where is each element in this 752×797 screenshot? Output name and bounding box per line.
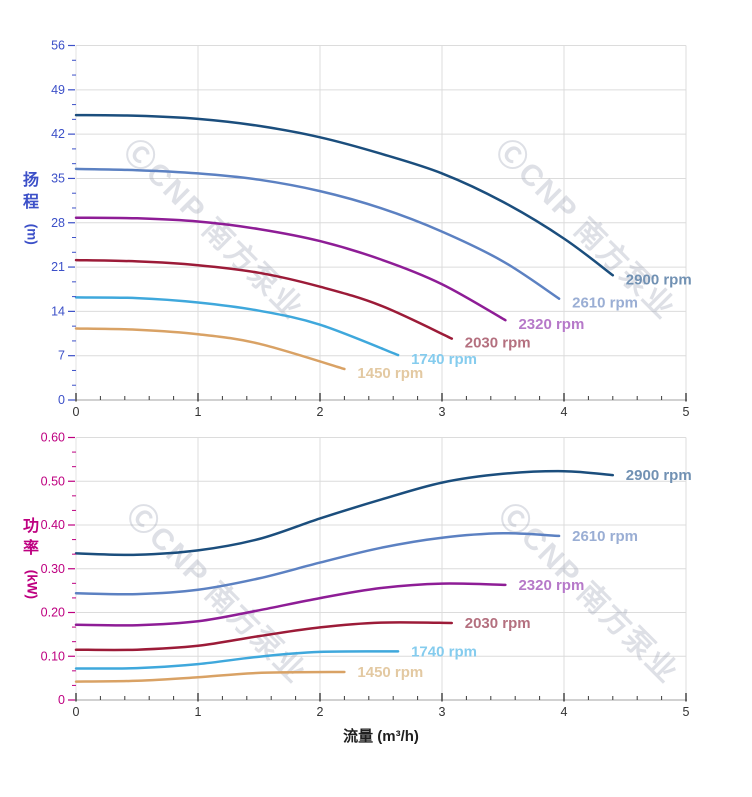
y-tick-label: 21 (51, 260, 65, 274)
x-tick-label: 5 (683, 405, 690, 419)
curve-1450rpm (74, 670, 346, 683)
y-tick-label: 0 (58, 393, 65, 407)
curve-1450rpm (74, 327, 346, 371)
x-tick-label: 4 (561, 705, 568, 719)
curve-2030rpm (74, 621, 454, 652)
y-tick-label: 0.10 (41, 649, 65, 663)
curve-2610rpm (74, 532, 561, 596)
y-tick-label: 49 (51, 83, 65, 97)
x-tick-label: 2 (317, 705, 324, 719)
y-tick-label: 7 (58, 349, 65, 363)
y-axis-unit: (m) (24, 224, 39, 245)
curve-label-2610rpm: 2610 rpm (572, 528, 638, 545)
x-tick-label: 2 (317, 405, 324, 419)
y-axis-title-char: 率 (23, 538, 39, 557)
y-axis-title-char: 功 (23, 517, 39, 535)
curve-label-2030rpm: 2030 rpm (465, 615, 531, 632)
y-axis-unit: (kW) (24, 570, 39, 599)
curve-2900rpm (74, 113, 615, 277)
x-tick-label: 4 (561, 405, 568, 419)
y-tick-label: 56 (51, 39, 65, 53)
curve-label-2900rpm: 2900 rpm (626, 271, 692, 288)
curve-label-1740rpm: 1740 rpm (411, 643, 477, 660)
curve-label-2030rpm: 2030 rpm (465, 335, 531, 352)
x-tick-label: 1 (195, 705, 202, 719)
curve-2900rpm (74, 469, 615, 557)
y-tick-label: 0.40 (41, 518, 65, 532)
curve-label-1740rpm: 1740 rpm (411, 351, 477, 368)
curve-2320rpm (74, 216, 507, 322)
y-tick-label: 42 (51, 127, 65, 141)
curve-2320rpm (74, 582, 507, 627)
curve-label-2320rpm: 2320 rpm (518, 316, 584, 333)
curve-1740rpm (74, 650, 400, 670)
curve-label-1450rpm: 1450 rpm (357, 664, 423, 681)
x-tick-label: 0 (73, 705, 80, 719)
y-tick-label: 0 (58, 693, 65, 707)
curve-1740rpm (74, 296, 400, 357)
x-tick-label: 3 (439, 705, 446, 719)
x-tick-label: 1 (195, 405, 202, 419)
y-tick-label: 0.60 (41, 431, 65, 445)
y-tick-label: 14 (51, 304, 65, 318)
y-tick-label: 0.30 (41, 562, 65, 576)
y-axis-title-char: 扬 (23, 170, 39, 189)
y-tick-label: 35 (51, 171, 65, 185)
curve-label-2610rpm: 2610 rpm (572, 295, 638, 312)
x-tick-label: 3 (439, 405, 446, 419)
curve-2030rpm (74, 258, 454, 340)
y-tick-label: 0.20 (41, 606, 65, 620)
curve-label-2900rpm: 2900 rpm (626, 467, 692, 484)
y-axis-title-char: 程 (23, 193, 39, 211)
curve-label-1450rpm: 1450 rpm (357, 365, 423, 382)
x-axis-title: 流量 (m³/h) (343, 727, 419, 745)
x-tick-label: 0 (73, 405, 80, 419)
y-tick-label: 0.50 (41, 474, 65, 488)
x-tick-label: 5 (683, 705, 690, 719)
curve-label-2320rpm: 2320 rpm (518, 577, 584, 594)
y-tick-label: 28 (51, 216, 65, 230)
curve-2610rpm (74, 167, 561, 300)
cnp-watermark: ⒸCNP 南方泵业 (117, 133, 310, 326)
